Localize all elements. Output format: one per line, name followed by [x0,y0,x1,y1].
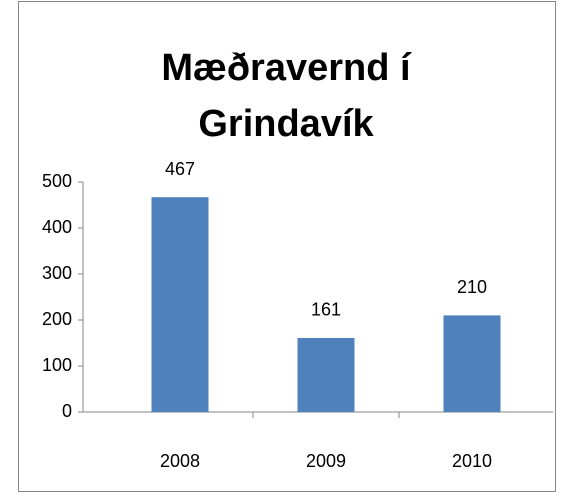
x-tick-label: 2010 [452,451,492,471]
y-tick-label: 0 [62,401,72,421]
bar [443,315,501,412]
x-tick-label: 2008 [160,451,200,471]
y-tick-label: 200 [42,309,72,329]
y-tick-label: 500 [42,171,72,191]
y-tick-label: 300 [42,263,72,283]
bar [151,197,209,412]
data-label: 161 [311,300,341,320]
data-label: 467 [165,159,195,179]
x-tick-label: 2009 [306,451,346,471]
data-label: 210 [457,277,487,297]
y-tick-label: 100 [42,355,72,375]
chart-title: Mæðravernd í Grindavík [161,47,411,145]
chart-border [18,1,556,492]
y-tick-label: 400 [42,217,72,237]
bar [297,337,355,412]
